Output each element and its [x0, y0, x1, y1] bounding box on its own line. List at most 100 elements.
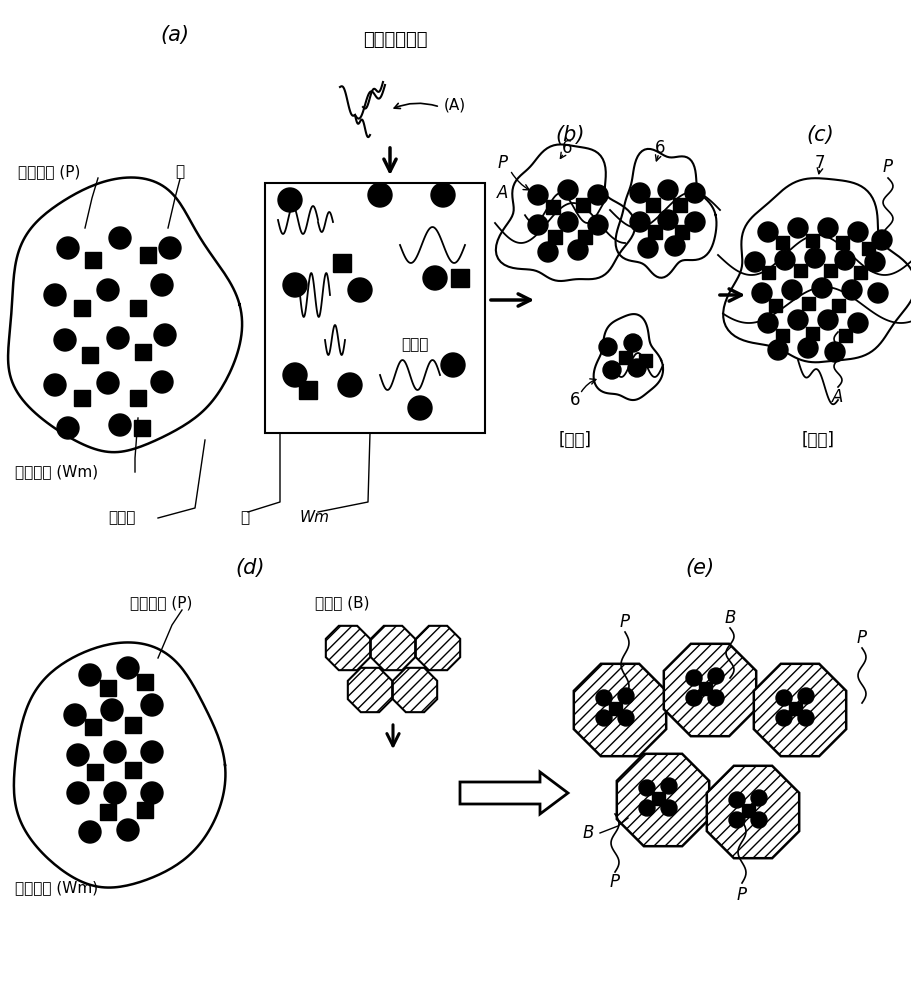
Circle shape [658, 180, 678, 200]
Bar [125, 717, 141, 733]
Bar [824, 263, 836, 276]
Circle shape [788, 310, 808, 330]
Circle shape [758, 222, 778, 242]
Circle shape [639, 780, 655, 796]
Text: 悬浮涨水 (Wm): 悬浮涨水 (Wm) [15, 464, 98, 480]
Bar [299, 381, 317, 399]
Bar [451, 269, 469, 287]
Circle shape [752, 283, 772, 303]
Text: 吸水剂 (B): 吸水剂 (B) [315, 595, 370, 610]
Circle shape [57, 237, 79, 259]
Circle shape [368, 183, 392, 207]
Bar [673, 198, 687, 212]
Polygon shape [415, 626, 460, 670]
Circle shape [842, 280, 862, 300]
Text: 高分子凝聚剂: 高分子凝聚剂 [363, 31, 427, 49]
Circle shape [159, 237, 181, 259]
Text: B: B [582, 824, 594, 842]
Bar [333, 254, 351, 272]
Circle shape [686, 670, 702, 686]
Circle shape [596, 690, 612, 706]
Text: (b): (b) [555, 125, 585, 145]
Bar [140, 247, 156, 263]
Circle shape [630, 183, 650, 203]
Text: [凝聚]: [凝聚] [802, 431, 834, 449]
Circle shape [686, 690, 702, 706]
Bar [675, 225, 689, 239]
Circle shape [67, 782, 89, 804]
Bar [74, 390, 90, 406]
Text: (a): (a) [160, 25, 189, 45]
Text: P: P [620, 613, 630, 631]
Bar [802, 296, 814, 310]
Circle shape [151, 274, 173, 296]
Circle shape [745, 252, 765, 272]
Circle shape [835, 250, 855, 270]
Circle shape [348, 278, 372, 302]
Circle shape [101, 699, 123, 721]
Text: P: P [857, 629, 867, 647]
Circle shape [278, 188, 302, 212]
Bar [609, 702, 621, 714]
Bar [648, 225, 662, 239]
Bar [74, 300, 90, 316]
Bar [862, 241, 875, 254]
Circle shape [558, 212, 578, 232]
Bar [82, 347, 98, 363]
Circle shape [79, 664, 101, 686]
Bar [137, 802, 153, 818]
Text: (A): (A) [444, 98, 466, 112]
Circle shape [67, 744, 89, 766]
Bar [742, 804, 754, 816]
Text: P: P [610, 873, 620, 891]
Circle shape [729, 792, 745, 808]
Circle shape [658, 210, 678, 230]
Circle shape [97, 279, 119, 301]
Circle shape [848, 313, 868, 333]
Circle shape [283, 273, 307, 297]
Circle shape [44, 284, 66, 306]
Text: 粉体粒子 (P): 粉体粒子 (P) [130, 595, 192, 610]
Polygon shape [664, 644, 756, 736]
Text: A: A [497, 184, 508, 202]
Circle shape [283, 363, 307, 387]
Text: 聚合物: 聚合物 [402, 338, 429, 353]
Polygon shape [348, 668, 392, 712]
Circle shape [798, 688, 814, 704]
Circle shape [776, 710, 792, 726]
Bar [762, 265, 774, 278]
Circle shape [558, 180, 578, 200]
Circle shape [618, 710, 634, 726]
Bar [775, 328, 789, 342]
Circle shape [423, 266, 447, 290]
Bar [646, 198, 660, 212]
Text: 聚合物: 聚合物 [108, 510, 136, 526]
Bar [87, 764, 103, 780]
Bar [85, 719, 101, 735]
Text: (d): (d) [235, 558, 265, 578]
Circle shape [104, 782, 126, 804]
Bar [130, 390, 146, 406]
Circle shape [588, 215, 608, 235]
Bar [576, 198, 590, 212]
Circle shape [441, 353, 465, 377]
Circle shape [685, 212, 705, 232]
Bar [838, 328, 852, 342]
Bar [805, 326, 818, 340]
Bar [789, 702, 802, 714]
Circle shape [708, 690, 724, 706]
Circle shape [638, 238, 658, 258]
Bar [651, 792, 664, 804]
Bar [100, 804, 116, 820]
Bar [578, 230, 592, 244]
Circle shape [431, 183, 455, 207]
Polygon shape [753, 664, 846, 756]
Circle shape [109, 227, 131, 249]
Bar [619, 351, 631, 363]
Polygon shape [371, 626, 415, 670]
Circle shape [868, 283, 888, 303]
Circle shape [408, 396, 432, 420]
Bar [639, 354, 651, 366]
Bar [85, 252, 101, 268]
Circle shape [588, 185, 608, 205]
